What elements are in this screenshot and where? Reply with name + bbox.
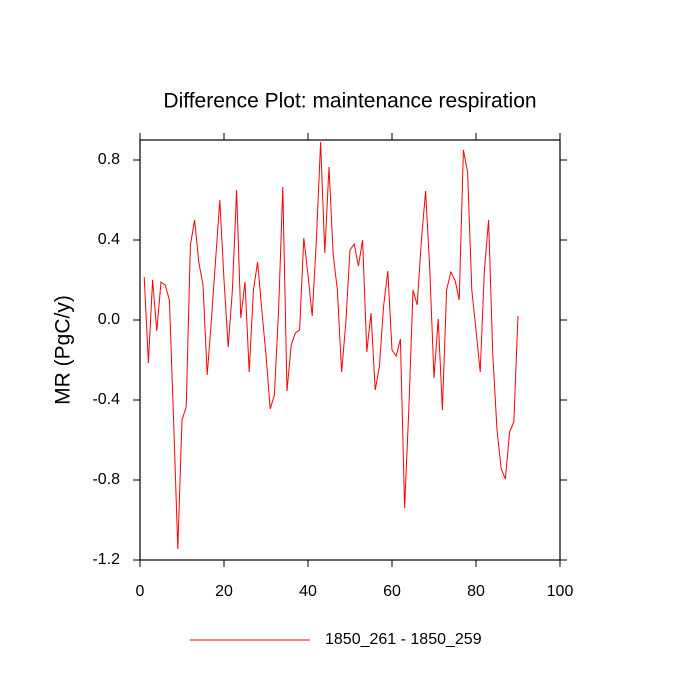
- y-tick-label: 0.4: [98, 231, 120, 248]
- x-tick-label: 20: [215, 583, 233, 600]
- data-line: [143, 141, 519, 550]
- x-tick-label: 100: [547, 583, 574, 600]
- y-axis-label: MR (PgC/y): [52, 295, 75, 405]
- legend-label: 1850_261 - 1850_259: [325, 631, 482, 648]
- y-tick-label: -0.8: [92, 471, 120, 488]
- y-tick-label: 0.8: [98, 151, 120, 168]
- chart-title: Difference Plot: maintenance respiration: [163, 90, 536, 113]
- y-tick-label: -0.4: [92, 391, 120, 408]
- y-tick-label: -1.2: [92, 551, 120, 568]
- plot-frame: [139, 139, 561, 561]
- x-tick-label: 0: [136, 583, 145, 600]
- x-tick-label: 80: [467, 583, 485, 600]
- x-tick-label: 40: [299, 583, 317, 600]
- y-tick-label: 0.0: [98, 311, 120, 328]
- x-tick-label: 60: [383, 583, 401, 600]
